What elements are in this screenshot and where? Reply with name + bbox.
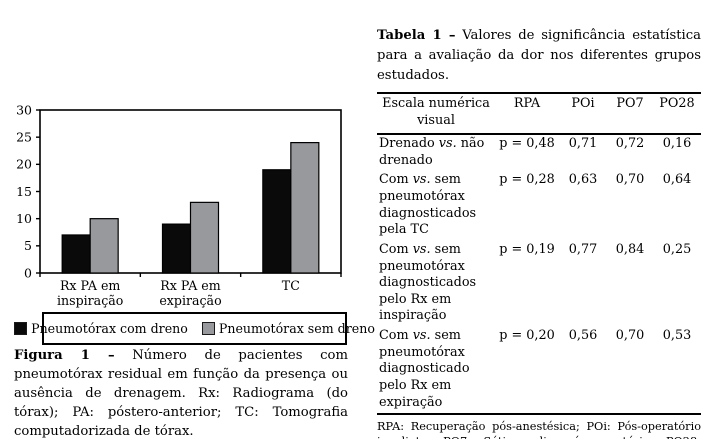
row-label-vs: vs. [412, 172, 431, 188]
legend-item-sem-dreno: Pneumotórax sem dreno [201, 321, 375, 336]
row-label-vs: vs. [412, 241, 431, 257]
cell-value: 0,84 [615, 241, 645, 257]
x-category-label: expiração [159, 293, 221, 308]
cell-value: 0,71 [568, 136, 598, 152]
bar-sem-dreno-3 [290, 141, 320, 274]
cell-value: 0,53 [662, 328, 692, 344]
cell-value: p = 0,20 [499, 328, 555, 344]
row-label-text: Drenado [379, 136, 439, 152]
table-title: Tabela 1 – Valores de significância esta… [377, 26, 701, 85]
table-block: Tabela 1 – Valores de significância esta… [377, 26, 701, 439]
legend-swatch-sem-dreno [201, 322, 215, 335]
col-header-escala: Escala numérica visual [377, 93, 495, 135]
col-header-po28: PO28 [653, 93, 701, 135]
table-header-row: Escala numérica visual RPA POi PO7 PO28 [377, 93, 701, 135]
bar-com-dreno-1 [61, 234, 91, 274]
table-row: Com vs. sem pneumotórax diagnosticados p… [377, 171, 701, 241]
figure-caption: Figura 1 – Número de pacientes com pneum… [14, 347, 348, 439]
legend-swatch-com-dreno [14, 322, 28, 335]
row-label-text: sem pneumotórax diagnosticados pela TC [379, 172, 477, 238]
row-label-vs: vs. [438, 136, 457, 152]
row-label-text: sem pneumotórax diagnosticados pelo Rx e… [379, 241, 477, 324]
x-category-label: Rx PA em [160, 278, 220, 293]
x-category-label: TC [282, 278, 300, 293]
figure-caption-label: Figura 1 – [14, 348, 115, 363]
row-label: Com vs. sem pneumotórax diagnosticado pe… [377, 327, 495, 414]
y-tick-label: 15 [16, 184, 32, 199]
table-row: Com vs. sem pneumotórax diagnosticados p… [377, 240, 701, 326]
bar-com-dreno-3 [262, 169, 292, 274]
cell-value: p = 0,48 [499, 136, 555, 152]
y-tick-label: 20 [16, 157, 32, 172]
y-tick-label: 5 [24, 238, 32, 253]
legend-label-com-dreno: Pneumotórax com dreno [31, 321, 188, 336]
table-footnote: RPA: Recuperação pós-anestésica; POi: Pó… [377, 419, 701, 439]
row-label: Drenado vs. não drenado [377, 134, 495, 171]
row-label-text: não drenado [379, 136, 485, 168]
legend-label-sem-dreno: Pneumotórax sem dreno [218, 321, 375, 336]
col-header-po7: PO7 [607, 93, 653, 135]
row-label-text: Com [379, 328, 413, 344]
table-row: Com vs. sem pneumotórax diagnosticado pe… [377, 327, 701, 414]
cell-value: 0,70 [615, 328, 645, 344]
figure-caption-text: Número de pacientes com pneumotórax resi… [14, 348, 348, 439]
row-label-text: Com [379, 172, 413, 188]
cell-value: 0,25 [662, 241, 692, 257]
y-tick-label: 30 [16, 103, 32, 117]
cell-value: p = 0,19 [499, 241, 555, 257]
chart-legend: Pneumotórax com dreno Pneumotórax sem dr… [14, 312, 375, 345]
cell-value: 0,16 [662, 136, 692, 152]
row-label-text: Com [379, 241, 413, 257]
bar-sem-dreno-1 [89, 218, 119, 274]
x-category-label: inspiração [57, 293, 123, 308]
y-tick-label: 25 [16, 129, 32, 144]
cell-value: 0,72 [615, 136, 645, 152]
col-header-poi: POi [559, 93, 607, 135]
cell-value: 0,56 [568, 328, 598, 344]
table-title-label: Tabela 1 – [377, 28, 456, 43]
row-label: Com vs. sem pneumotórax diagnosticados p… [377, 171, 495, 241]
col-header-rpa: RPA [495, 93, 559, 135]
table-title-text: Valores de significância estatística par… [377, 28, 701, 83]
row-label-text: sem pneumotórax diagnosticado pelo Rx em… [379, 328, 470, 410]
y-tick-label: 0 [24, 265, 32, 280]
bar-com-dreno-2 [161, 223, 192, 274]
x-category-label: Rx PA em [60, 278, 120, 293]
row-label-vs: vs. [412, 328, 431, 344]
cell-value: p = 0,28 [499, 172, 555, 188]
y-tick-label: 10 [16, 211, 32, 226]
table-row: Drenado vs. não drenado p = 0,48 0,71 0,72 0… [377, 134, 701, 171]
cell-value: 0,63 [568, 172, 598, 188]
bar-sem-dreno-2 [189, 201, 220, 274]
cell-value: 0,70 [615, 172, 645, 188]
legend-item-com-dreno: Pneumotórax com dreno [14, 321, 188, 336]
cell-value: 0,77 [568, 241, 598, 257]
cell-value: 0,64 [662, 172, 692, 188]
table-body: Drenado vs. não drenado p = 0,48 0,71 0,72 0… [377, 134, 701, 414]
stats-table: Escala numérica visual RPA POi PO7 PO28 … [377, 92, 701, 415]
row-label: Com vs. sem pneumotórax diagnosticados p… [377, 240, 495, 326]
